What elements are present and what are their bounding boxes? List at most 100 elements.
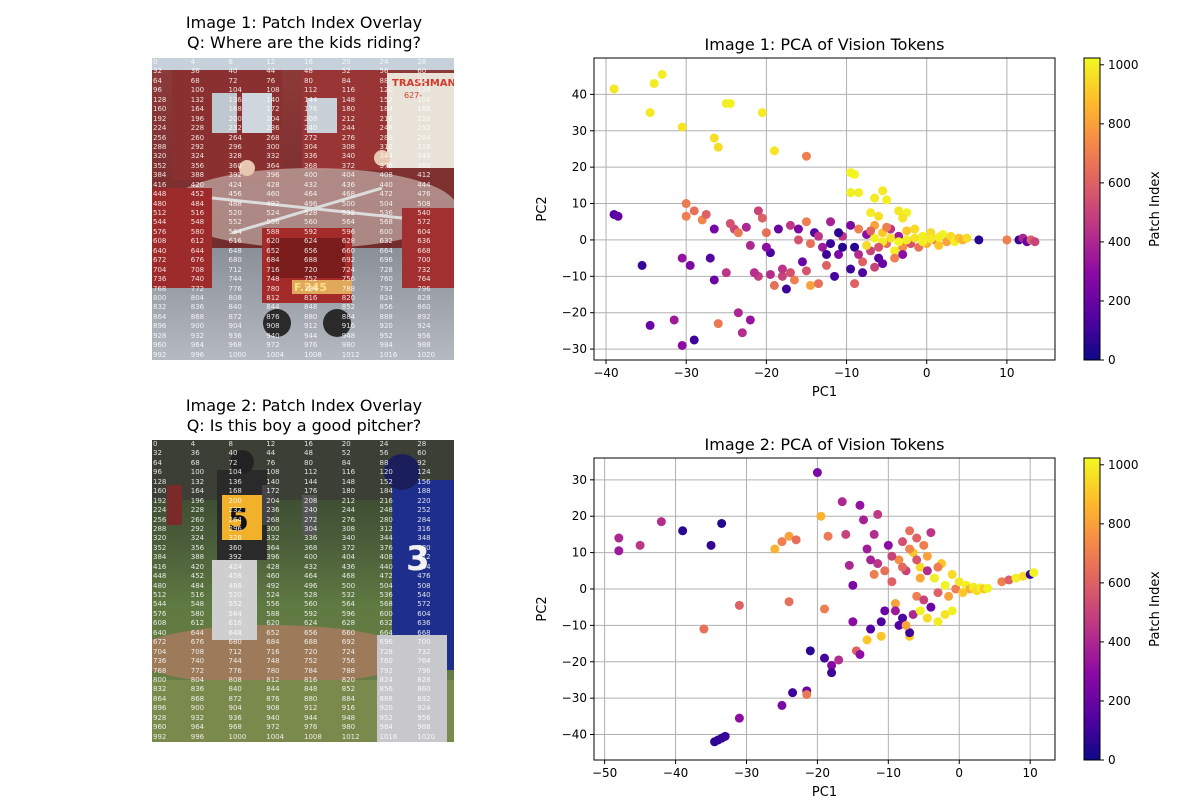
pca1-point <box>805 239 815 249</box>
patch-index-label: 384 <box>153 553 167 562</box>
pca2-point <box>848 617 858 627</box>
pca1-point <box>1002 235 1012 245</box>
patch-index-label: 824 <box>379 675 393 684</box>
patch-index-label: 984 <box>379 341 393 350</box>
patch-index-label: 600 <box>379 227 393 236</box>
patch-index-label: 976 <box>304 723 318 732</box>
pca2-point <box>894 620 904 630</box>
pca1-point <box>918 237 928 247</box>
patch-index-label: 56 <box>379 67 389 76</box>
patch-index-label: 496 <box>304 199 318 208</box>
patch-index-label: 852 <box>341 685 356 694</box>
pca2-point <box>862 635 872 645</box>
pca2-colorbar-label: Patch Index <box>1148 571 1163 647</box>
pca1-point <box>854 224 864 234</box>
pca1-point <box>785 220 795 230</box>
patch-index-label: 296 <box>228 142 242 151</box>
pca2-y-tick-label: 30 <box>572 473 587 487</box>
pca1-point <box>1030 237 1040 247</box>
pca1-point <box>789 275 799 285</box>
pca2-point <box>898 562 908 572</box>
patch-index-label: 536 <box>379 591 393 599</box>
patch-index-label: 988 <box>417 723 431 732</box>
pca2-point <box>890 599 900 609</box>
patch-index-label: 336 <box>304 152 318 161</box>
pca2-x-tick-label: 0 <box>955 766 963 780</box>
patch-index-label: 172 <box>266 487 280 496</box>
patch-index-label: 604 <box>417 609 431 618</box>
pca2-point <box>905 628 915 638</box>
patch-index-label: 792 <box>379 284 393 293</box>
pca2-point <box>820 653 829 663</box>
patch-index-label: 672 <box>153 638 167 647</box>
patch-index-label: 96 <box>153 86 162 95</box>
patch-index-label: 320 <box>153 152 167 161</box>
patch-index-label: 440 <box>379 562 393 571</box>
patch-index-label: 276 <box>341 133 356 142</box>
pca2-point <box>894 555 904 565</box>
patch-index-label: 944 <box>304 331 318 340</box>
patch-index-label: 500 <box>341 581 356 590</box>
pca2-point <box>919 540 929 550</box>
pca2-point <box>947 569 957 579</box>
patch-index-label: 768 <box>153 284 167 293</box>
patch-index-label: 356 <box>190 543 205 552</box>
pca1-point <box>677 122 687 132</box>
patch-index-label: 284 <box>417 515 431 524</box>
pca2-colorbar-tick-label: 800 <box>1108 517 1131 531</box>
patch-index-label: 532 <box>341 209 356 217</box>
patch-index-label: 656 <box>304 628 318 637</box>
patch-index-label: 24 <box>379 440 389 448</box>
patch-index-label: 740 <box>190 275 205 284</box>
patch-index-label: 584 <box>228 227 242 236</box>
patch-index-label: 936 <box>228 331 242 340</box>
pca2-point <box>887 551 897 561</box>
patch-index-label: 188 <box>417 105 431 114</box>
patch-index-label: 1016 <box>379 732 398 741</box>
patch-index-label: 880 <box>304 694 318 703</box>
patch-index-label: 920 <box>379 322 393 331</box>
patch-index-label: 916 <box>341 704 356 713</box>
patch-index-label: 704 <box>153 265 167 274</box>
patch-index-label: 416 <box>153 180 167 189</box>
patch-index-label: 840 <box>228 685 242 694</box>
patch-index-label: 524 <box>266 209 280 217</box>
patch-index-label: 0 <box>153 440 158 448</box>
pca2-point <box>791 535 801 545</box>
patch-index-label: 512 <box>153 591 167 599</box>
pca1-point <box>677 340 687 350</box>
pca2-point <box>912 591 922 601</box>
pca2-point <box>1029 568 1039 578</box>
patch-index-label: 836 <box>190 685 205 694</box>
pca1-point <box>749 268 759 278</box>
pca1-point <box>741 222 751 232</box>
patch-index-label: 1012 <box>341 732 360 741</box>
pca1-point <box>870 193 880 203</box>
patch-index-label: 192 <box>153 114 167 123</box>
patch-index-label: 352 <box>153 543 167 552</box>
patch-index-label: 476 <box>417 572 431 581</box>
pca1-point <box>801 217 811 227</box>
patch-index-label: 516 <box>190 591 205 599</box>
patch-index-label: 632 <box>379 237 393 246</box>
patch-index-label: 4 <box>190 440 196 448</box>
patch-index-label: 472 <box>379 190 393 199</box>
pca2-point <box>855 649 865 659</box>
patch-index-label: 24 <box>379 58 389 66</box>
pca1-y-tick-label: 0 <box>579 233 587 247</box>
pca1-point <box>773 224 783 234</box>
patch-index-label: 220 <box>417 114 431 123</box>
patch-index-label: 564 <box>341 218 356 227</box>
pca1-colorbar-label: Patch Index <box>1148 171 1163 247</box>
patch-index-label: 520 <box>228 209 242 217</box>
pca1-point <box>777 271 787 281</box>
patch-index-label: 624 <box>304 237 318 246</box>
patch-index-label: 388 <box>190 171 205 180</box>
patch-index-label: 248 <box>379 506 393 515</box>
pca1-point <box>974 235 984 245</box>
patch-index-label: 940 <box>266 331 280 340</box>
patch-index-label: 20 <box>341 58 351 66</box>
patch-index-label: 592 <box>304 609 318 618</box>
patch-index-label: 132 <box>190 95 205 104</box>
patch-index-label: 284 <box>417 133 431 142</box>
